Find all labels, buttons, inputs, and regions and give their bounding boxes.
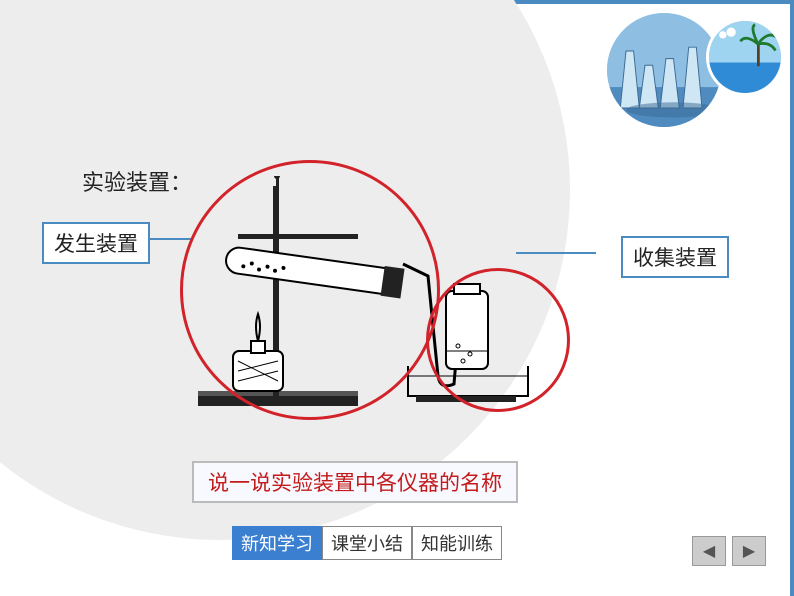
nav-tabs: 新知学习 课堂小结 知能训练 [232, 526, 502, 560]
next-button[interactable]: ▶ [732, 536, 766, 566]
nav-arrows: ◀ ▶ [692, 536, 766, 566]
tab-class-summary[interactable]: 课堂小结 [322, 526, 412, 560]
question-prompt: 说一说实验装置中各仪器的名称 [192, 461, 518, 503]
section-title: 实验装置： [82, 165, 192, 197]
page-border-right [790, 0, 794, 596]
decor-bubble-lab [604, 10, 724, 130]
tab-skill-training[interactable]: 知能训练 [412, 526, 502, 560]
decor-bubble-palm [706, 18, 784, 96]
tab-new-learning[interactable]: 新知学习 [232, 526, 322, 560]
highlight-collector [426, 268, 570, 412]
highlight-generator [180, 160, 440, 420]
prev-button[interactable]: ◀ [692, 536, 726, 566]
label-collector: 收集装置 [621, 236, 729, 278]
label-generator: 发生装置 [42, 222, 150, 264]
